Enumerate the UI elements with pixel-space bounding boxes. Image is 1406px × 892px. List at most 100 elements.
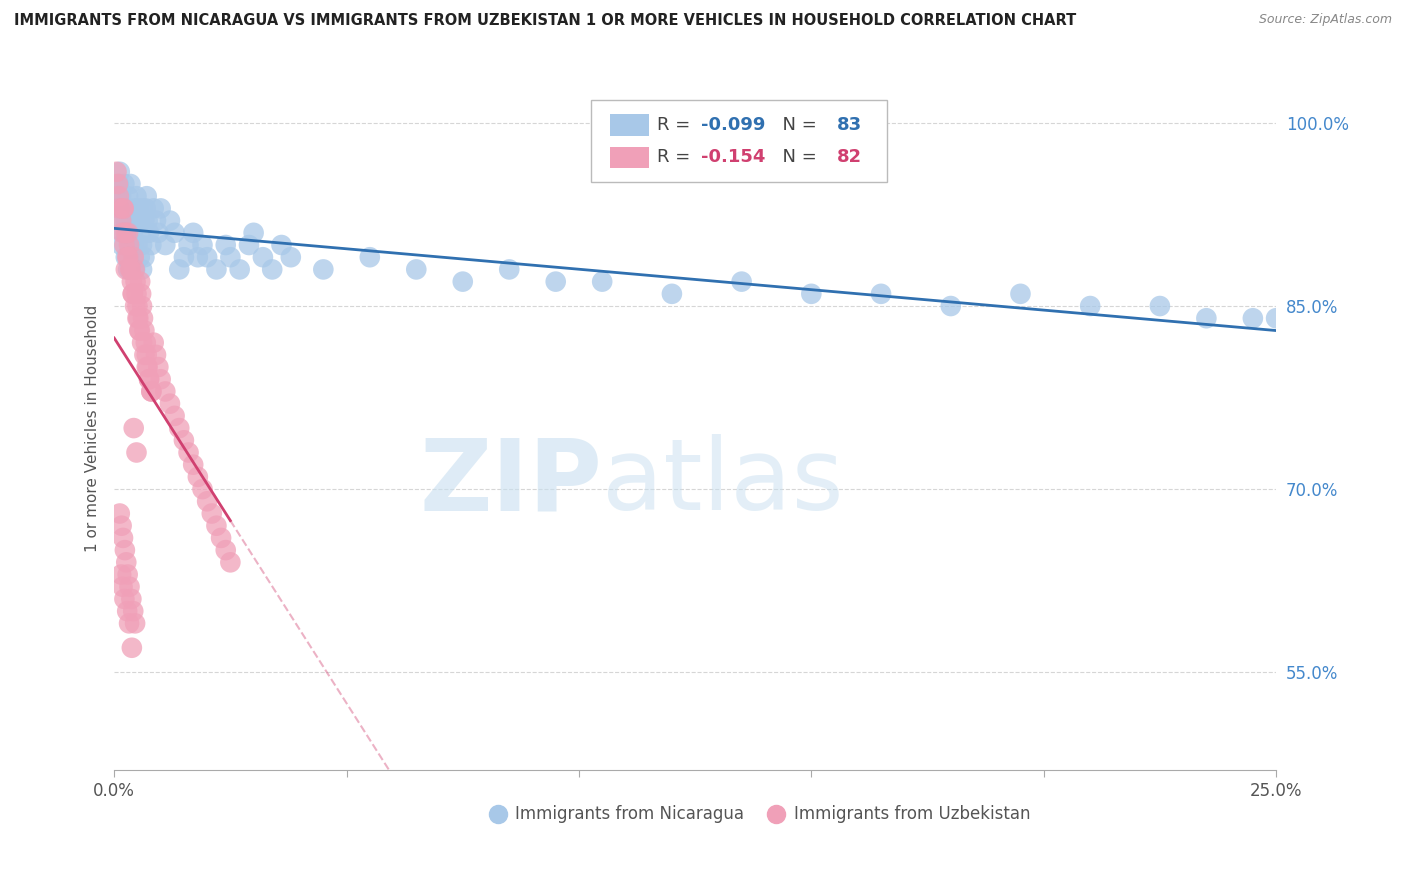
Point (112, 202, 135, 216)
Point (1149, 299, 1171, 313)
Point (122, 250, 145, 264)
Point (121, 275, 143, 289)
Point (117, 262, 139, 277)
Point (129, 286, 152, 301)
Point (121, 250, 143, 264)
Point (128, 213, 150, 227)
Point (118, 580, 141, 594)
Point (127, 311, 149, 326)
Point (121, 226, 143, 240)
Point (155, 238, 177, 252)
Point (359, 250, 381, 264)
Point (280, 250, 302, 264)
Point (121, 286, 143, 301)
Point (127, 202, 149, 216)
Point (177, 445, 200, 459)
Point (159, 213, 181, 227)
Y-axis label: 1 or more Vehicles in Household: 1 or more Vehicles in Household (86, 304, 100, 552)
Point (115, 604, 138, 618)
Point (112, 226, 135, 240)
Point (107, 202, 129, 216)
Point (111, 531, 134, 545)
Point (661, 286, 683, 301)
Point (127, 238, 149, 252)
Point (105, 165, 128, 179)
Point (155, 384, 177, 399)
Point (120, 591, 142, 606)
Point (177, 238, 200, 252)
Text: IMMIGRANTS FROM NICARAGUA VS IMMIGRANTS FROM UZBEKISTAN 1 OR MORE VEHICLES IN HO: IMMIGRANTS FROM NICARAGUA VS IMMIGRANTS … (14, 13, 1077, 29)
Point (1265, 311, 1288, 326)
Point (135, 335, 157, 350)
Point (112, 202, 135, 216)
Point (187, 470, 209, 484)
Point (129, 275, 152, 289)
Point (205, 262, 228, 277)
Point (270, 238, 292, 252)
Point (730, 275, 752, 289)
Point (110, 213, 132, 227)
Point (122, 421, 145, 435)
Point (135, 348, 157, 362)
Point (252, 250, 274, 264)
Point (118, 238, 141, 252)
Point (138, 372, 160, 386)
Point (125, 189, 148, 203)
Point (114, 250, 136, 264)
Point (132, 202, 155, 216)
Text: N =: N = (770, 116, 823, 134)
Point (127, 299, 149, 313)
Point (142, 202, 165, 216)
Point (121, 286, 143, 301)
Text: R =: R = (657, 148, 696, 167)
Point (141, 238, 163, 252)
FancyBboxPatch shape (591, 100, 887, 182)
Point (120, 262, 142, 277)
Point (142, 335, 165, 350)
Point (1195, 311, 1218, 326)
Point (159, 397, 181, 411)
Point (105, 189, 128, 203)
Point (111, 213, 134, 227)
Point (1010, 286, 1032, 301)
Point (112, 591, 135, 606)
Point (141, 384, 163, 399)
Point (112, 238, 135, 252)
Point (149, 372, 172, 386)
Point (134, 250, 156, 264)
Text: ZIP: ZIP (419, 434, 602, 532)
Point (131, 335, 153, 350)
Text: 83: 83 (837, 116, 862, 134)
Point (117, 226, 139, 240)
Point (122, 604, 145, 618)
Point (120, 238, 142, 252)
Point (112, 202, 135, 216)
Point (215, 238, 238, 252)
Point (262, 262, 284, 277)
Point (131, 299, 153, 313)
Point (114, 226, 136, 240)
Point (149, 202, 172, 216)
Point (127, 311, 149, 326)
Point (136, 213, 159, 227)
Point (131, 262, 153, 277)
Point (120, 177, 142, 191)
Point (118, 202, 141, 216)
Point (498, 262, 520, 277)
Point (1241, 311, 1264, 326)
Point (145, 213, 167, 227)
Point (138, 372, 160, 386)
Point (870, 286, 893, 301)
Point (108, 165, 131, 179)
Point (131, 238, 153, 252)
Point (195, 494, 218, 508)
Point (191, 482, 214, 496)
Point (121, 640, 143, 655)
Point (115, 226, 138, 240)
Point (228, 262, 250, 277)
Point (124, 202, 146, 216)
Text: atlas: atlas (602, 434, 844, 532)
Text: Source: ZipAtlas.com: Source: ZipAtlas.com (1258, 13, 1392, 27)
Point (134, 348, 156, 362)
Point (125, 286, 148, 301)
